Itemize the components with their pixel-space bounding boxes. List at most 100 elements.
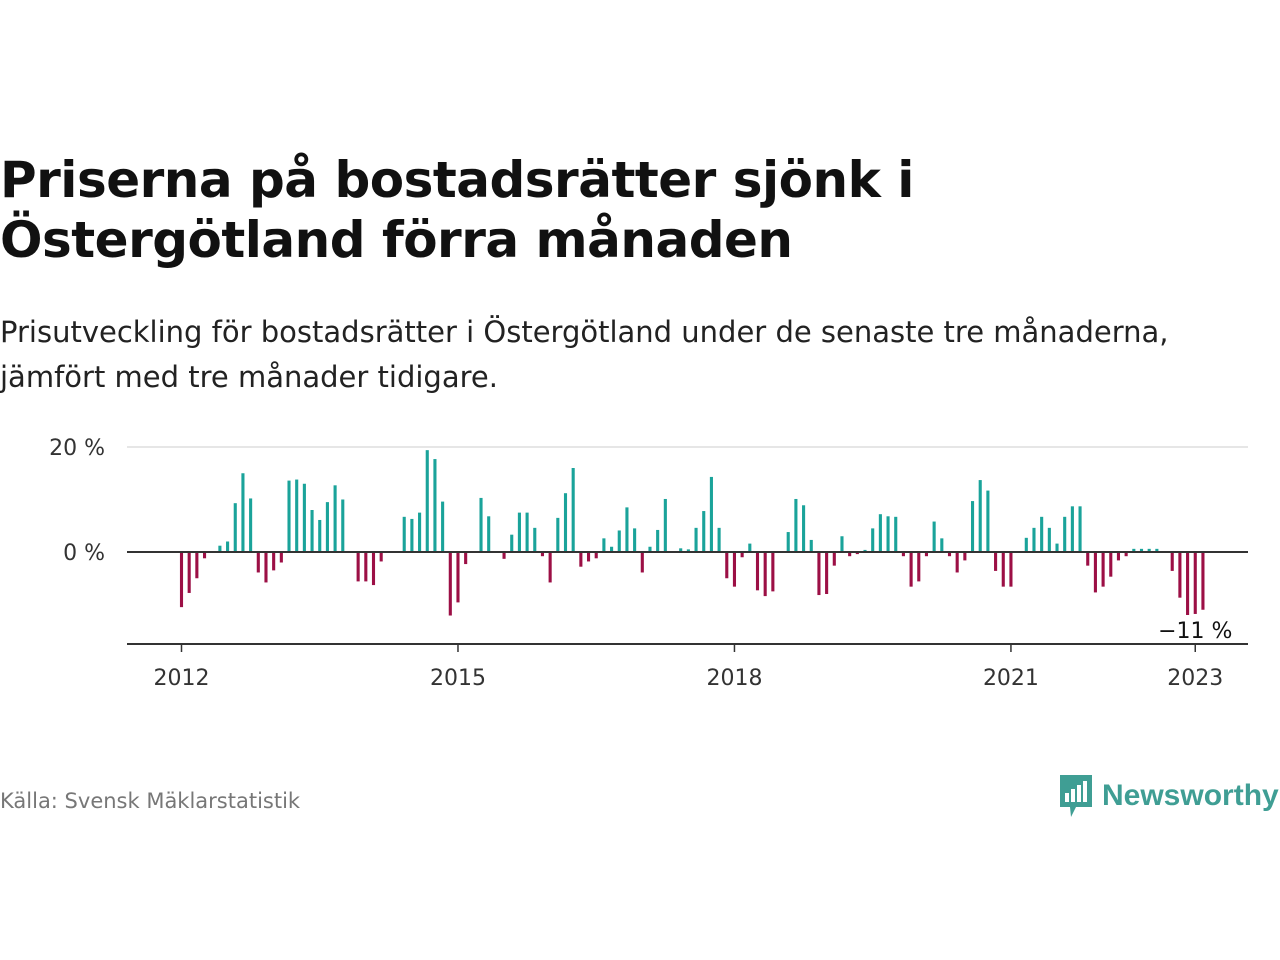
bar xyxy=(487,516,491,552)
bar xyxy=(1024,537,1028,552)
bar xyxy=(825,552,829,594)
bar xyxy=(894,516,898,552)
bar xyxy=(418,512,422,552)
bar xyxy=(333,485,337,552)
x-tick-label: 2015 xyxy=(430,666,486,691)
bar xyxy=(725,552,729,579)
bar xyxy=(1147,548,1151,552)
bar xyxy=(264,552,268,583)
bar xyxy=(1109,552,1113,577)
bar xyxy=(802,505,806,552)
bar xyxy=(479,497,483,552)
bar xyxy=(510,534,514,552)
bar xyxy=(433,459,437,552)
bar xyxy=(179,552,184,608)
bar xyxy=(448,552,452,616)
axes: 0 % 20 % 2012 2015 2018 2021 2023 −11 % xyxy=(49,436,1248,691)
bar xyxy=(917,552,921,582)
bar xyxy=(1193,552,1197,614)
bar xyxy=(341,499,345,552)
bar xyxy=(1055,543,1059,552)
bar xyxy=(226,541,230,552)
bar xyxy=(586,552,591,562)
bar xyxy=(456,552,460,603)
bar xyxy=(832,552,836,566)
bar xyxy=(794,498,798,552)
bar xyxy=(679,548,683,552)
bar xyxy=(909,552,913,587)
bar xyxy=(256,552,260,573)
bar xyxy=(502,552,506,559)
bar xyxy=(709,476,713,552)
bar xyxy=(924,552,929,557)
bar xyxy=(702,511,706,552)
bar xyxy=(1116,552,1121,561)
bar xyxy=(310,510,314,552)
bar xyxy=(817,552,821,596)
bar xyxy=(556,517,560,552)
bar xyxy=(241,473,245,552)
bar xyxy=(540,552,545,557)
brand-name: Newsworthy xyxy=(1102,779,1279,812)
bar xyxy=(379,552,383,562)
bar xyxy=(732,552,737,587)
bar xyxy=(1132,548,1136,552)
bar xyxy=(425,450,429,552)
bar xyxy=(302,483,306,552)
bar xyxy=(517,512,521,552)
bar xyxy=(1047,527,1051,552)
bar xyxy=(287,480,291,552)
bar xyxy=(410,518,414,552)
bar xyxy=(886,516,890,552)
bar xyxy=(249,498,253,552)
bar xyxy=(1063,516,1067,552)
bar xyxy=(686,549,690,552)
bar xyxy=(356,552,360,582)
bar xyxy=(871,528,875,552)
bar xyxy=(955,552,959,573)
bar xyxy=(318,519,322,552)
bar xyxy=(218,545,222,552)
bar xyxy=(610,546,614,552)
bar xyxy=(1078,506,1082,552)
chart-title: Priserna på bostadsrätter sjönk i Österg… xyxy=(0,151,914,269)
bar xyxy=(295,479,299,552)
bar xyxy=(1124,552,1128,557)
bar xyxy=(940,538,944,552)
bars xyxy=(179,450,1205,616)
bar xyxy=(1178,552,1182,598)
chart-subtitle: Prisutveckling för bostadsrätter i Öster… xyxy=(0,315,1169,394)
bar xyxy=(763,552,767,597)
bar xyxy=(563,493,568,552)
bar xyxy=(525,512,529,552)
bar-chart: 0 % 20 % 2012 2015 2018 2021 2023 −11 % xyxy=(49,436,1248,691)
bar xyxy=(648,546,652,552)
bar xyxy=(809,539,813,552)
bar xyxy=(1101,552,1105,587)
bar xyxy=(771,552,775,592)
bar xyxy=(748,543,752,552)
bar xyxy=(855,552,859,555)
bar xyxy=(325,502,329,552)
bar xyxy=(233,503,237,552)
bar xyxy=(364,552,368,582)
bar xyxy=(863,549,867,552)
bar xyxy=(740,552,744,558)
bar xyxy=(994,552,998,571)
bar xyxy=(986,490,990,552)
bar xyxy=(1170,552,1174,571)
bar xyxy=(717,527,721,552)
bar xyxy=(579,552,583,567)
bar xyxy=(279,552,283,563)
x-tick-label: 2012 xyxy=(154,666,210,691)
bar xyxy=(1070,506,1074,552)
last-value-label: −11 % xyxy=(1158,619,1232,644)
bar xyxy=(633,528,637,552)
bar xyxy=(195,552,199,579)
y-tick-label: 0 % xyxy=(63,541,105,566)
bar xyxy=(1086,552,1090,566)
bar xyxy=(663,498,667,552)
bar xyxy=(878,514,882,552)
bar xyxy=(978,480,982,552)
bar xyxy=(848,552,852,557)
